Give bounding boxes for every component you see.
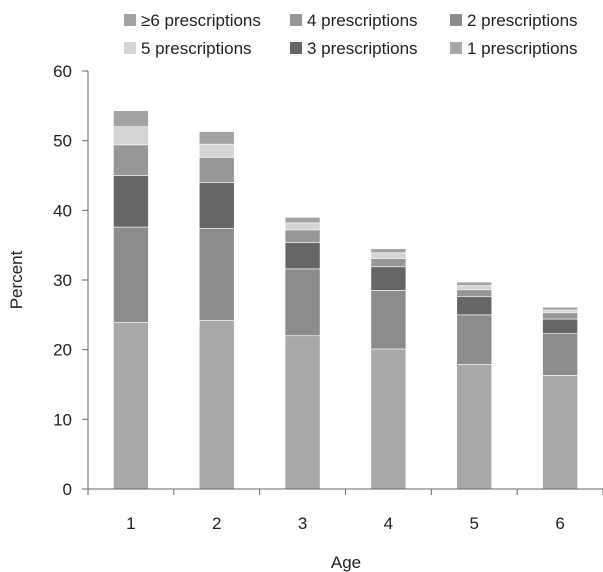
bar-segment [198,143,235,158]
legend-swatch [124,42,136,54]
bar-segment [370,248,407,254]
bar-segment [456,363,493,490]
x-tick-label: 5 [470,514,479,533]
legend-swatch [290,14,302,26]
bar-segment [198,182,235,229]
bar-segment [198,131,235,145]
legend: ≥6 prescriptions 4 prescriptions 2 prescri… [124,11,578,58]
legend-label: 1 prescriptions [467,39,578,58]
legend-swatch [450,14,462,26]
x-tick-label: 3 [298,514,307,533]
bar-segment [198,228,235,321]
bars [113,110,578,490]
x-tick-label: 4 [384,514,393,533]
bar-segment [456,296,493,316]
legend-label: 3 prescriptions [307,39,418,58]
y-tick-label: 30 [53,271,72,290]
bar-segment [113,322,149,490]
y-axis-title: Percent [7,250,26,309]
bar-segment [113,126,149,146]
x-tick-label: 1 [126,514,135,533]
bar-segment [456,281,493,286]
bar-segment [456,314,493,365]
y-tick-label: 0 [63,480,72,499]
bar-segment [113,110,149,128]
bar-segment [456,289,493,298]
bar-segment [542,375,578,490]
y-tick-label: 40 [53,201,72,220]
bar-segment [198,157,235,183]
legend-swatch [450,42,462,54]
y-ticks: 0 10 20 30 40 50 60 [53,62,88,499]
legend-label: 2 prescriptions [467,11,578,30]
axes [87,71,603,490]
bar-segment [542,312,578,320]
bar-segment [284,222,321,231]
bar-segment [456,285,493,291]
bar-segment [542,309,578,314]
bar-segment [284,335,321,490]
legend-swatch [124,14,136,26]
bar-segment [370,266,407,291]
bar-segment [370,290,407,350]
y-tick-label: 20 [53,341,72,360]
bar-segment [370,252,407,259]
bar-segment [370,258,407,268]
bar-segment [113,175,149,228]
legend-swatch [290,42,302,54]
legend-label: ≥6 prescriptions [141,11,261,30]
x-ticks: 1 2 3 4 5 6 [87,489,603,533]
bar-segment [284,229,321,243]
y-tick-label: 60 [53,62,72,81]
legend-label: 4 prescriptions [307,11,418,30]
bar-segment [198,320,235,490]
bar-segment [284,268,321,337]
bar-segment [370,348,407,490]
legend-label: 5 prescriptions [141,39,252,58]
y-tick-label: 10 [53,410,72,429]
x-tick-label: 6 [555,514,564,533]
bar-segment [542,306,578,311]
bar-segment [113,226,149,323]
bar-segment [542,318,578,334]
bar-segment [284,217,321,224]
y-tick-label: 50 [53,132,72,151]
bar-segment [113,144,149,176]
bar-segment [284,242,321,270]
bar-segment [542,333,578,376]
x-axis-title: Age [331,553,361,572]
x-tick-label: 2 [212,514,221,533]
